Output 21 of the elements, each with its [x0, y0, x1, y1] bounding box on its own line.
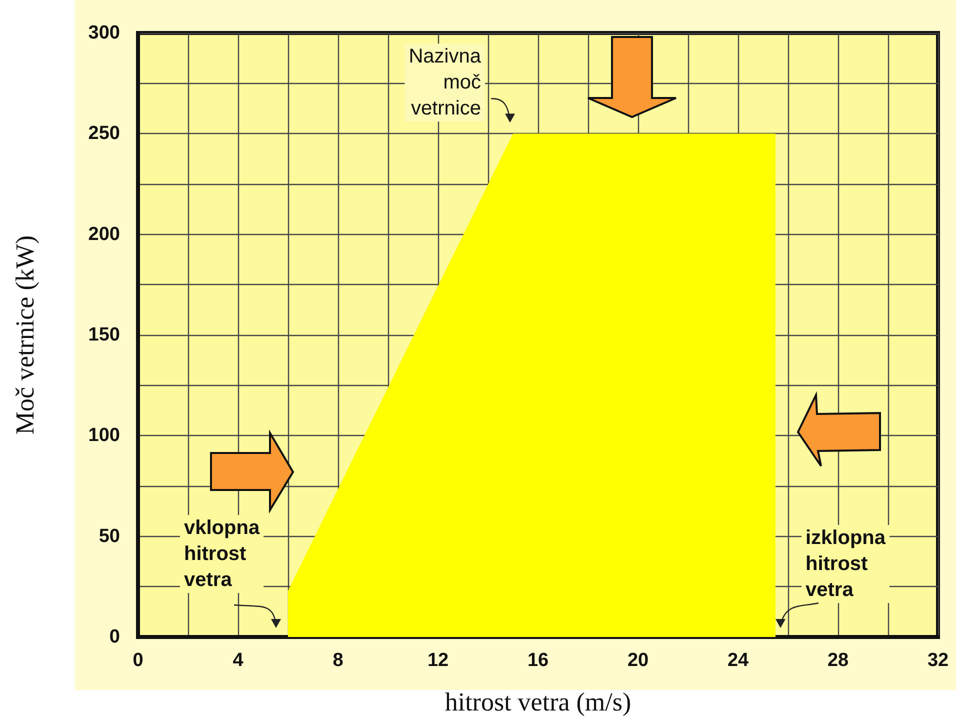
- y-tick-label: 300: [88, 22, 120, 44]
- x-tick-label: 0: [132, 650, 144, 671]
- y-tick-label: 250: [88, 123, 120, 144]
- x-tick-label: 32: [927, 650, 949, 671]
- x-tick-label: 8: [332, 650, 344, 671]
- x-tick-label: 28: [827, 650, 849, 671]
- x-tick-label: 16: [527, 650, 549, 671]
- y-tick-label: 150: [88, 324, 120, 346]
- y-tick-label: 100: [88, 425, 120, 446]
- x-tick-label: 12: [427, 650, 449, 671]
- y-tick-label: 0: [109, 626, 120, 648]
- y-tick-label: 50: [98, 526, 120, 547]
- annotation: Nazivna moč vetrnice: [408, 46, 482, 120]
- x-tick-label: 4: [232, 650, 244, 671]
- y-axis-title: Moč vetrnice (kW): [10, 235, 40, 435]
- annotation: izklopna hitrost vetra: [806, 527, 886, 601]
- x-axis-title: hitrost vetra (m/s): [444, 688, 632, 716]
- annotation: vklopna hitrost vetra: [184, 517, 260, 591]
- x-tick-label: 24: [727, 650, 749, 671]
- x-tick-label: 20: [627, 650, 649, 671]
- y-tick-label: 200: [88, 224, 120, 245]
